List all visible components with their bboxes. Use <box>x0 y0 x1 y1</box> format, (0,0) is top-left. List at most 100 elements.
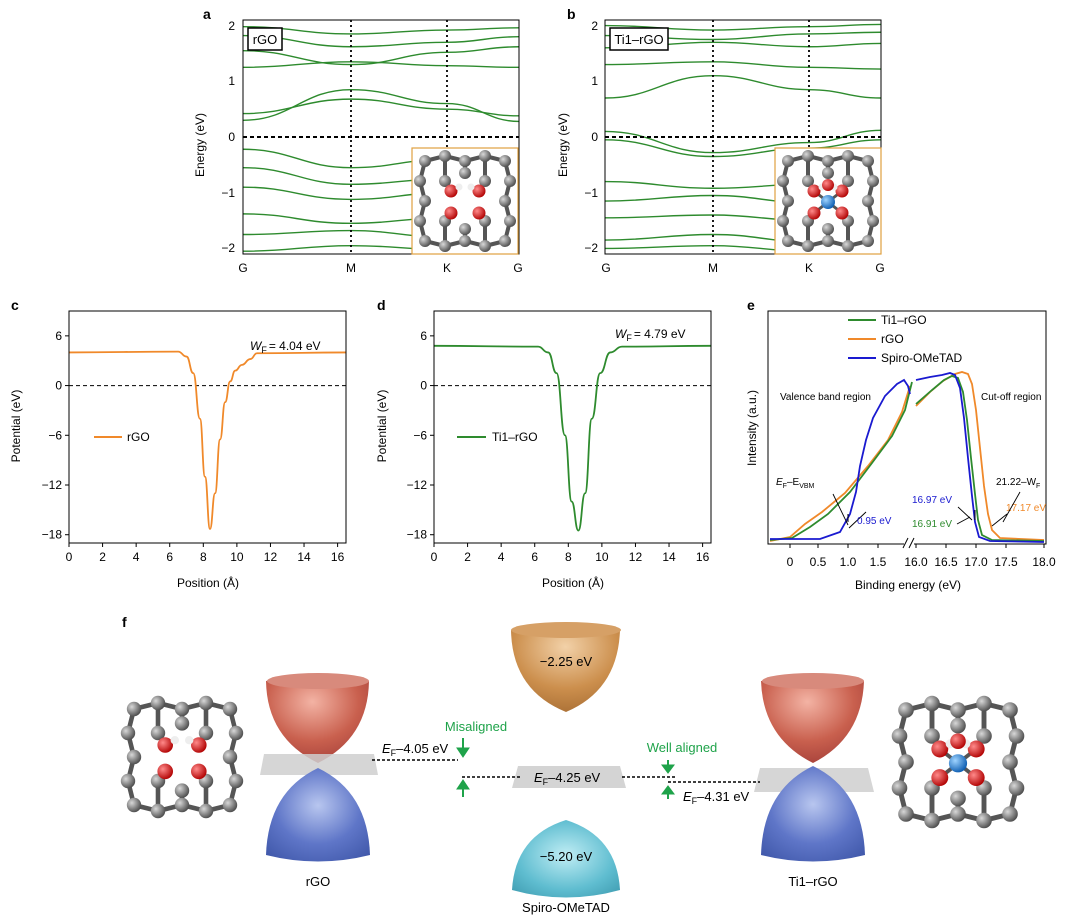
oxygen-f2-3 <box>967 769 985 787</box>
ytick-label-c-6: 6 <box>55 329 62 343</box>
misaligned-arrow-down-head <box>456 747 470 758</box>
x-tick-a-G1: G <box>238 261 247 275</box>
band-bandsA-8 <box>242 61 520 69</box>
xtick-label-d-2: 2 <box>464 550 471 564</box>
ytick-label-c--12: −12 <box>42 478 63 492</box>
y-axis-label-b: Energy (eV) <box>556 113 570 177</box>
curve-c <box>68 350 347 530</box>
carbon-f2-4 <box>1002 702 1018 718</box>
band-bandsA-10 <box>242 34 520 48</box>
wf-sub-d: F <box>626 333 632 343</box>
carbon-a-12 <box>419 235 431 247</box>
carbon-a-1 <box>439 150 451 162</box>
region-label-cutoff: Cut-off region <box>981 392 1041 403</box>
arrow-095 <box>848 511 867 529</box>
svg-text:WF= 4.79 eV: WF = 4.79 eV <box>615 327 686 343</box>
x-tick-b-G1: G <box>601 261 610 275</box>
carbon-f1-14 <box>126 749 142 765</box>
xtick-label-c-0: 0 <box>66 550 73 564</box>
x-ticks-e: 0 0.5 1.0 1.5 16.0 16.5 17.0 17.5 18.0 <box>787 544 1056 569</box>
spiro-caption-f: Spiro-OMeTAD <box>522 900 610 915</box>
panel-letter-e: e <box>747 297 755 313</box>
well-arrow-up-head <box>661 785 675 795</box>
carbon-b-0 <box>782 155 794 167</box>
carbon-a-9 <box>479 240 491 252</box>
molecule-inset-a <box>414 150 516 252</box>
legend-c-label: rGO <box>127 430 150 444</box>
x-ticks-b: G M K G <box>601 261 884 275</box>
carbon-b-7 <box>867 215 879 227</box>
carbon-f1-15 <box>120 725 136 741</box>
valence-cone-ti <box>761 766 865 862</box>
plot-frame-e <box>767 310 1047 545</box>
carbon-b-12 <box>782 235 794 247</box>
rgo-caption-f: rGO <box>306 874 331 889</box>
y-tick-a-0: 0 <box>228 130 235 144</box>
conduction-rim-ti <box>762 673 864 689</box>
y-tick-b-m2: −2 <box>584 241 598 255</box>
carbon-f2-6 <box>1002 754 1018 770</box>
legend-e-label-spiro: Spiro-OMeTAD <box>881 351 962 365</box>
oxygen-top-b <box>822 179 834 191</box>
carbon-f1-9 <box>198 803 214 819</box>
panel-letter-f: f <box>122 614 127 630</box>
conduction-rim-rgo <box>267 673 369 689</box>
arrow-1697 <box>957 506 973 521</box>
tag-a: rGO <box>247 27 283 51</box>
homo-cone-spiro <box>512 820 620 898</box>
molecule-ti-rgo-f <box>891 695 1025 829</box>
spectrum-spiro-left <box>770 378 911 540</box>
carbon-b-1 <box>802 150 814 162</box>
legend-d: Ti1–rGO <box>457 430 538 444</box>
hydrogen-f1-0 <box>170 736 179 745</box>
carbon-b-15 <box>777 175 789 187</box>
panel-letter-b: b <box>567 6 576 22</box>
oxygen-f1-3 <box>191 763 207 780</box>
carbon-b-9 <box>842 240 854 252</box>
band-bandsA-7 <box>242 98 520 117</box>
spectra-e <box>769 371 1045 543</box>
xtick-label-e-0: 0 <box>787 555 794 569</box>
xtick-label-c-12: 12 <box>264 550 278 564</box>
xtick-label-c-16: 16 <box>331 550 345 564</box>
carbon-f2-15 <box>891 728 908 744</box>
arrow-cutoff-up <box>1002 491 1021 523</box>
carbon-inner-b-1 <box>842 175 854 187</box>
annotations-e: 0.95 eV 16.97 eV 16.91 eV 17.17 eV <box>832 491 1046 530</box>
value-095: 0.95 eV <box>857 516 892 527</box>
ef-ti-label: EF–4.31 eV <box>683 789 750 806</box>
xtick-label-e-1: 0.5 <box>810 555 827 569</box>
carbon-f2-3 <box>976 695 992 712</box>
carbon-f1-3 <box>198 695 214 711</box>
wf-symbol-d: W <box>615 327 628 341</box>
carbon-inner-a-5 <box>459 223 471 235</box>
carbon-f1-11 <box>150 803 166 819</box>
panel-letter-c: c <box>11 297 19 313</box>
wf-sub-c: F <box>261 345 267 355</box>
y-tick-b-1: 1 <box>591 74 598 88</box>
misaligned-arrow-up-head <box>456 779 470 790</box>
xtick-label-c-4: 4 <box>133 550 140 564</box>
xtick-label-e-5: 16.5 <box>934 555 958 569</box>
band-bandsB-0 <box>604 129 882 154</box>
curve-d <box>433 344 712 532</box>
homo-value: −5.20 eV <box>540 849 593 864</box>
y-tick-b-2: 2 <box>591 19 598 33</box>
ytick-label-d--18: −18 <box>407 528 428 542</box>
band-bandsB-8 <box>604 61 882 70</box>
molecule-inset-b <box>777 150 879 252</box>
carbon-f2-1 <box>924 695 940 712</box>
plot-frame-d <box>433 310 712 544</box>
oxygen-b-3 <box>835 206 849 220</box>
oxygen-b-1 <box>835 184 849 198</box>
oxygen-f2-1 <box>967 740 985 758</box>
wf-value-c: = 4.04 eV <box>269 339 321 353</box>
carbon-a-15 <box>414 175 426 187</box>
x-tick-a-M: M <box>346 261 356 275</box>
ytick-label-c-0: 0 <box>55 379 62 393</box>
carbon-a-11 <box>439 240 451 252</box>
inset-a <box>411 147 519 255</box>
fermi-plane-rgo <box>260 754 378 775</box>
panel-letter-a: a <box>203 6 211 22</box>
carbon-b-14 <box>782 195 794 207</box>
